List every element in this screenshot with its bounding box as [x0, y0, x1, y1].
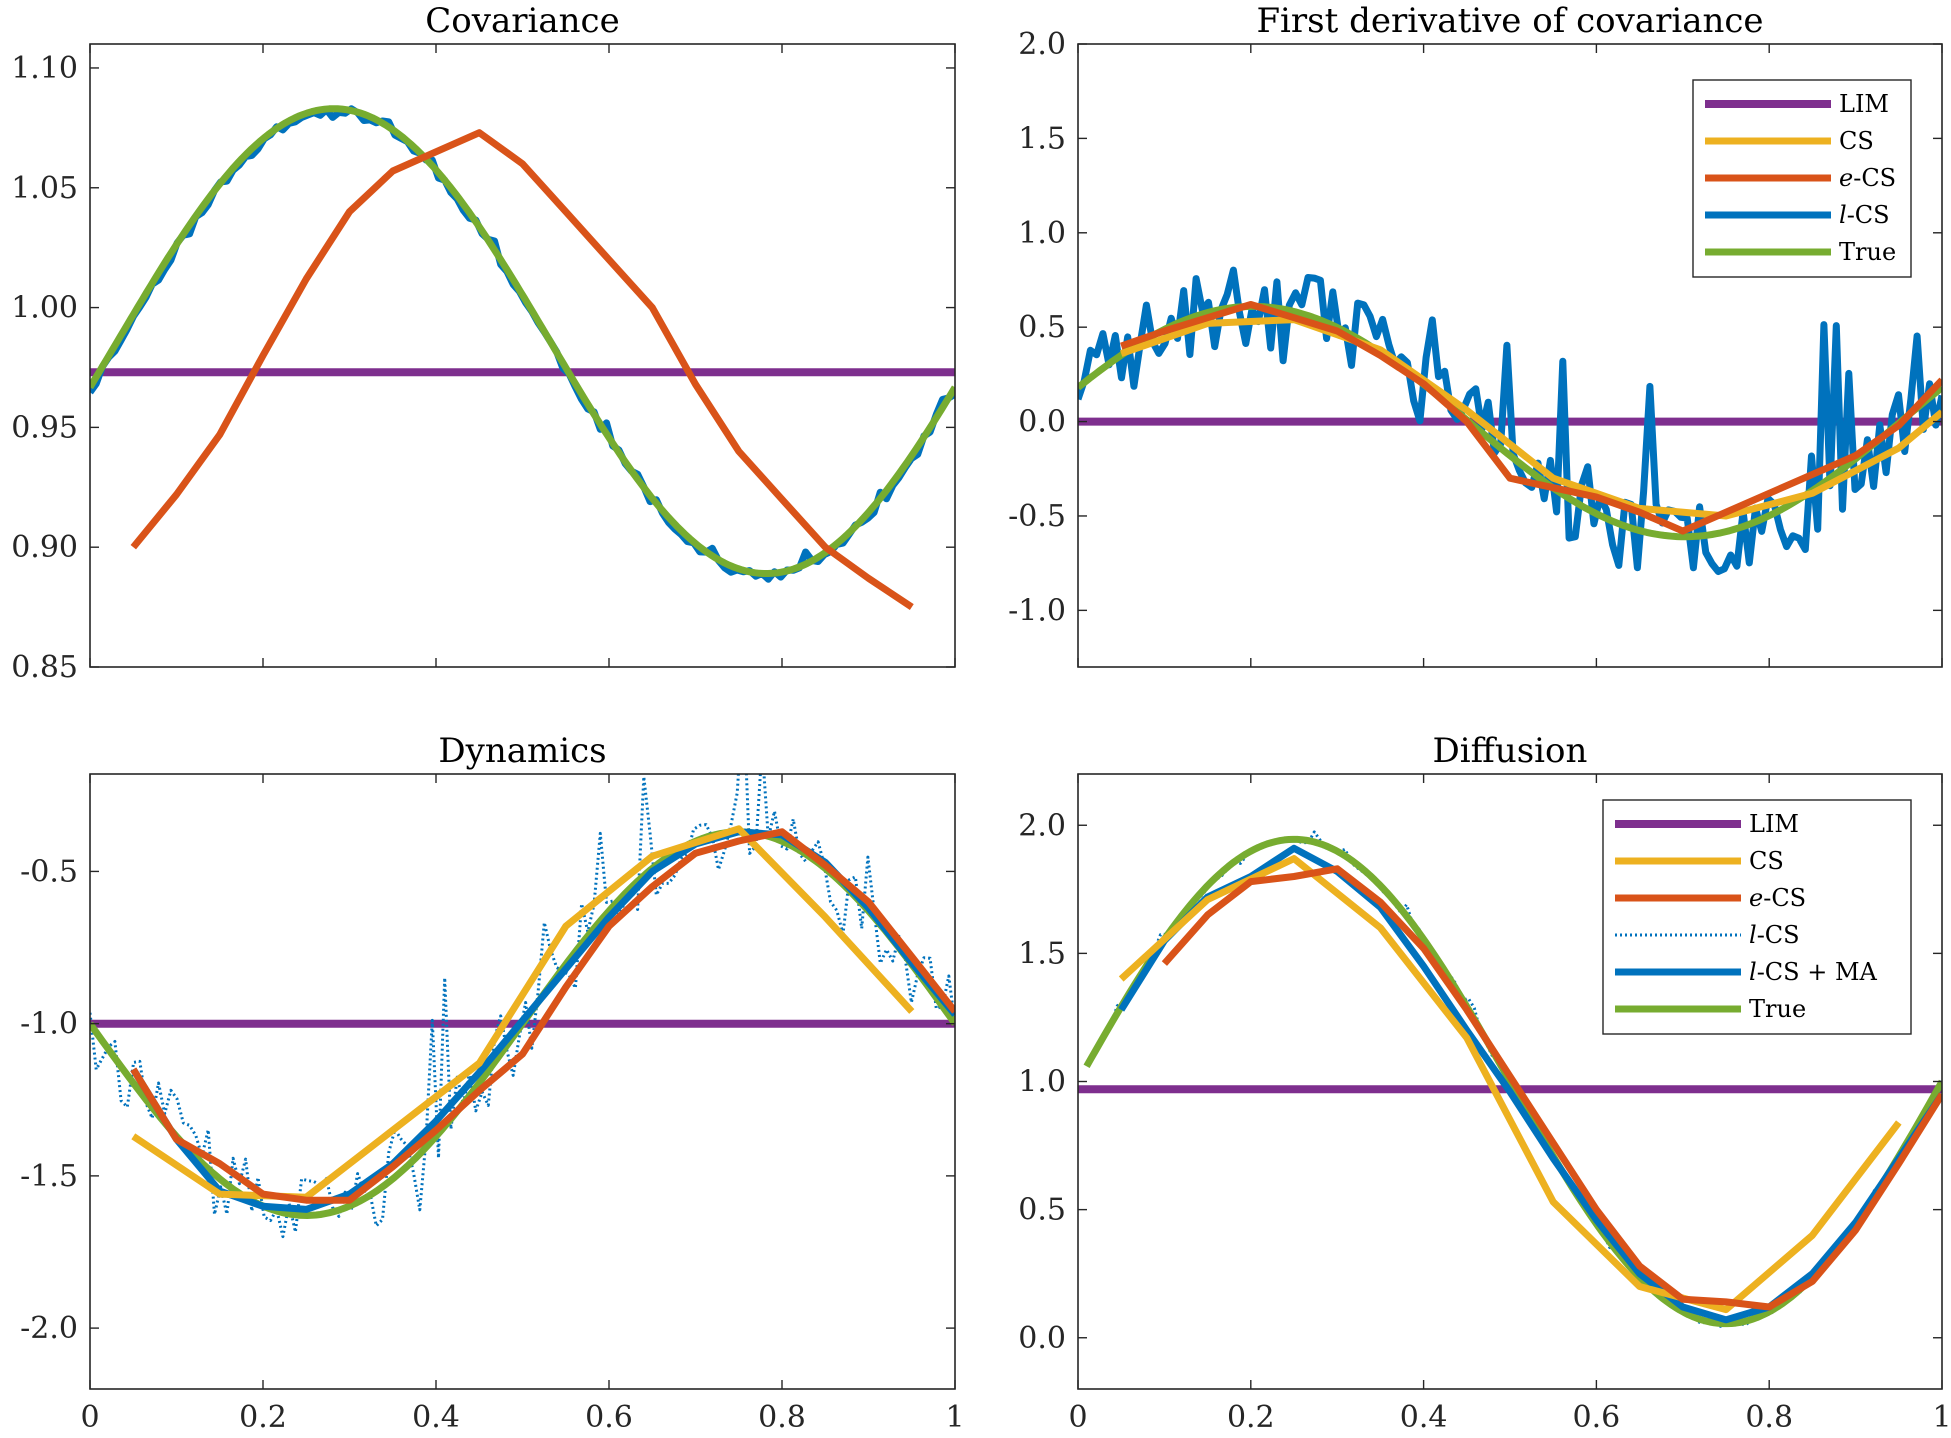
chart-title: Diffusion	[1433, 731, 1588, 771]
y-tick-label: 0.0	[1018, 1321, 1066, 1356]
plot-area	[1078, 266, 1942, 575]
y-tick-label: 1.00	[11, 291, 78, 326]
chart-panel-1: Covariance 0.85 0.90 0.95 1.00 1.05 1.10	[11, 1, 956, 685]
y-tick-label: 0.90	[11, 530, 78, 565]
legend-label: e-CS	[1749, 884, 1806, 912]
y-tick-label: 1.10	[11, 51, 78, 86]
axes-frame	[1077, 43, 1943, 668]
legend-label-text: -CS	[1847, 201, 1890, 229]
legend-label: CS	[1749, 847, 1784, 875]
chart-panel-4: Diffusion 0 0.2 0.4 0.6 0.8 1 0.0 0.5 1.0 1.5 2.0 LI…	[1018, 731, 1951, 1435]
chart-panel-3: Dynamics 0 0.2 0.4 0.6 0.8 1 -2.0 -1.5 -1.0 -0.5	[20, 731, 964, 1435]
x-tick-label: 0	[80, 1400, 99, 1435]
y-tick-label: 1.05	[11, 171, 78, 206]
legend-label: l-CS + MA	[1749, 958, 1878, 986]
y-tick-label: -1.0	[1008, 593, 1066, 628]
y-tick-label: 1.5	[1018, 121, 1066, 156]
chart-panel-2: First derivative of covariance -1.0 -0.5 0.…	[1008, 1, 1943, 668]
legend-label-italic: l	[1749, 921, 1757, 949]
y-tick-label: 0.95	[11, 410, 78, 445]
y-tick-label: 0.5	[1018, 310, 1066, 345]
series-line-e-cs	[130, 828, 955, 1204]
y-tick-label: -0.5	[20, 854, 78, 889]
y-tick-label: -1.5	[20, 1159, 78, 1194]
legend-label-text: True	[1749, 995, 1806, 1023]
x-tick-label: 0.2	[1227, 1400, 1275, 1435]
legend-label: l-CS	[1839, 201, 1890, 229]
legend-label-text: -CS + MA	[1757, 958, 1878, 986]
series-line-e-cs	[1161, 865, 1942, 1311]
legend-label-italic: e	[1749, 884, 1763, 912]
y-tick-label: 2.0	[1018, 808, 1066, 843]
series-line-l-cs	[90, 774, 955, 1239]
legend-label: True	[1749, 995, 1806, 1023]
chart-title: Covariance	[425, 1, 619, 41]
legend-label-text: LIM	[1749, 810, 1799, 838]
legend-label: LIM	[1839, 90, 1889, 118]
x-tick-label: 0.2	[239, 1400, 287, 1435]
x-tick-label: 0.4	[1400, 1400, 1448, 1435]
series-line-true	[90, 105, 955, 577]
legend-label: True	[1839, 238, 1896, 266]
x-tick-label: 0.8	[758, 1400, 806, 1435]
series-line-cs	[1120, 316, 1942, 520]
legend-box	[1602, 799, 1912, 1035]
legend-label-text: CS	[1839, 127, 1874, 155]
legend-label-text: CS	[1749, 847, 1784, 875]
y-tick-label: 0.85	[11, 650, 78, 685]
x-tick-label: 1	[945, 1400, 964, 1435]
x-tick-label: 0.4	[412, 1400, 460, 1435]
y-tick-label: 1.0	[1018, 216, 1066, 251]
y-tick-label: -1.0	[20, 1007, 78, 1042]
legend-label-text: -CS	[1853, 164, 1896, 192]
legend-label-text: True	[1839, 238, 1896, 266]
legend-label: LIM	[1749, 810, 1799, 838]
legend-label: CS	[1839, 127, 1874, 155]
legend-label-text: -CS	[1757, 921, 1800, 949]
x-tick-label: 0	[1068, 1400, 1087, 1435]
y-tick-label: 1.5	[1018, 936, 1066, 971]
y-tick-label: -0.5	[1008, 499, 1066, 534]
x-tick-label: 0.6	[1573, 1400, 1621, 1435]
plot-area	[90, 105, 955, 611]
legend-label-italic: l	[1839, 201, 1847, 229]
series-line-e-cs	[1120, 301, 1942, 535]
plot-area	[90, 774, 955, 1239]
y-tick-label: 0.0	[1018, 405, 1066, 440]
y-tick-label: 1.0	[1018, 1065, 1066, 1100]
y-tick-label: 0.5	[1018, 1193, 1066, 1228]
legend-label: l-CS	[1749, 921, 1800, 949]
legend-label-text: LIM	[1839, 90, 1889, 118]
chart-title: Dynamics	[438, 731, 606, 771]
legend-label-italic: e	[1839, 164, 1853, 192]
x-tick-label: 0.8	[1745, 1400, 1793, 1435]
y-tick-label: -2.0	[20, 1311, 78, 1346]
series-line-cs	[131, 825, 915, 1201]
chart-title: First derivative of covariance	[1256, 1, 1763, 41]
axes-frame	[89, 43, 956, 668]
y-tick-label: 2.0	[1018, 27, 1066, 62]
legend-label: e-CS	[1839, 164, 1896, 192]
plot-area	[1078, 830, 1942, 1328]
x-tick-label: 1	[1932, 1400, 1951, 1435]
legend-label-italic: l	[1749, 958, 1757, 986]
legend-label-text: -CS	[1763, 884, 1806, 912]
axes-frame	[89, 773, 956, 1390]
x-tick-label: 0.6	[585, 1400, 633, 1435]
series-line-e-cs	[130, 129, 914, 611]
series-line-l-cs-ma	[1118, 844, 1942, 1324]
